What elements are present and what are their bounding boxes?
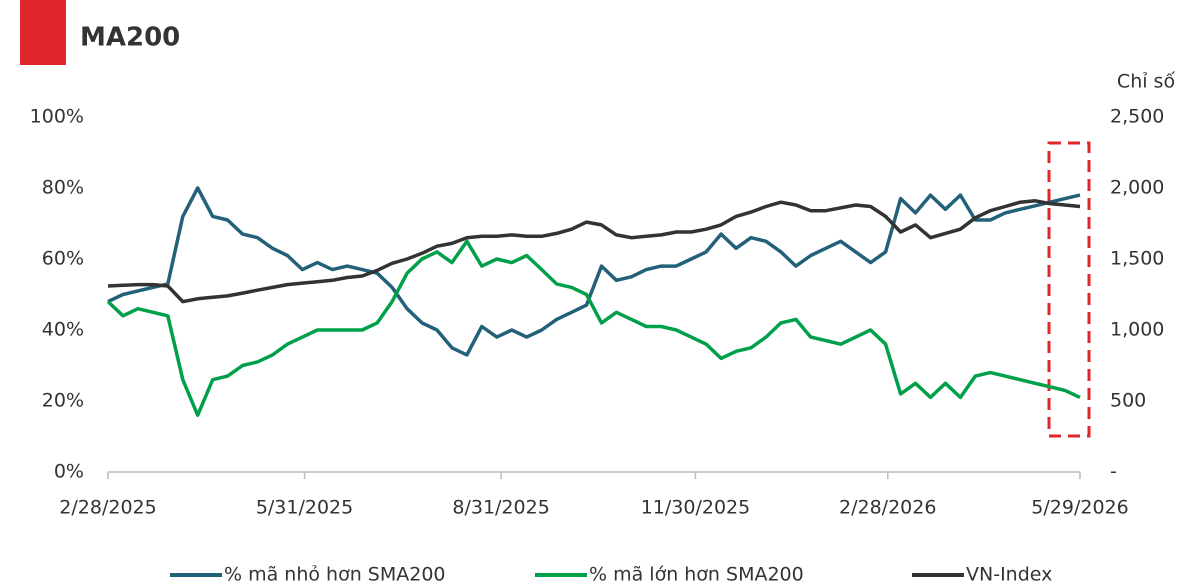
highlight-box [1047, 141, 1091, 438]
x-tick-label: 8/31/2025 [452, 497, 549, 519]
y-tick-label: 100% [30, 106, 84, 128]
legend-label: VN-Index [966, 564, 1052, 586]
y2-tick-label: 2,500 [1110, 106, 1164, 128]
chart-title: MA200 [80, 23, 180, 53]
y-tick-label: 40% [42, 319, 84, 341]
y2-tick-label: - [1110, 461, 1117, 483]
x-tick-label: 2/28/2025 [59, 497, 156, 519]
y2-tick-label: 1,500 [1110, 248, 1164, 270]
series-line [106, 239, 1081, 417]
y-tick-label: 20% [42, 390, 84, 412]
y-tick-label: 60% [42, 248, 84, 270]
title-accent [20, 0, 66, 65]
y2-tick-label: 500 [1110, 390, 1146, 412]
y2-axis-label: Chỉ số [1117, 71, 1176, 93]
series-line [107, 186, 1081, 357]
legend-label: % mã lớn hơn SMA200 [589, 564, 804, 586]
x-tick-label: 5/31/2025 [256, 497, 353, 519]
series-line [107, 199, 1081, 304]
x-tick-label: 11/30/2025 [641, 497, 751, 519]
x-tick-label: 2/28/2026 [839, 497, 936, 519]
y2-tick-label: 1,000 [1110, 319, 1164, 341]
x-tick-label: 5/29/2026 [1031, 497, 1128, 519]
legend-label: % mã nhỏ hơn SMA200 [224, 564, 446, 586]
y-tick-label: 80% [42, 177, 84, 199]
y2-tick-label: 2,000 [1110, 177, 1164, 199]
y-tick-label: 0% [54, 461, 84, 483]
